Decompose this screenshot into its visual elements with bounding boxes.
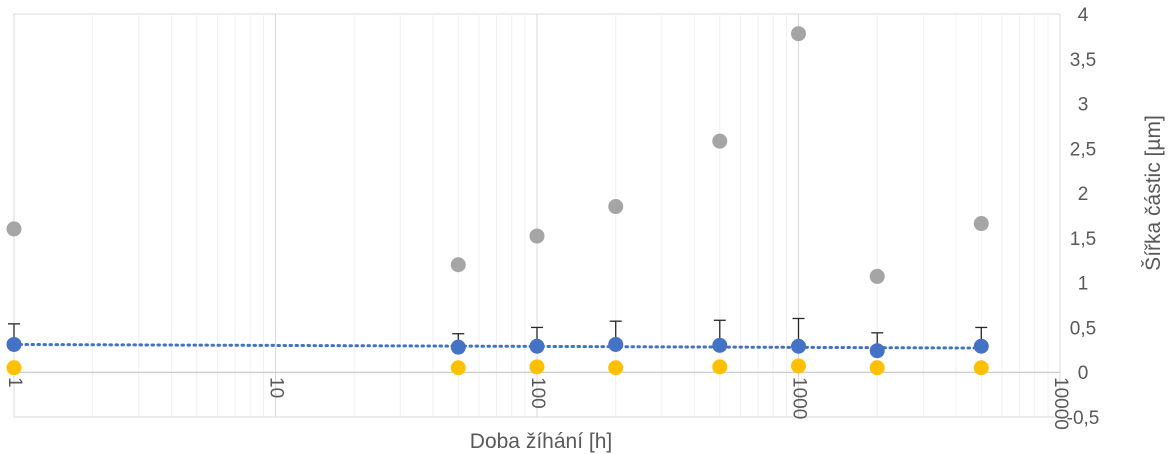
x-tick-label: 1 [4, 377, 25, 388]
maximum-point [608, 199, 624, 215]
x-axis-tick-labels: 1 10 100 1000 10000 [4, 377, 1071, 430]
y-axis-title: Šířka částic [µm] [1142, 115, 1165, 271]
mean-point [450, 339, 466, 355]
x-tick-label: 100 [527, 377, 548, 409]
maximum-point [973, 216, 989, 232]
y-tick-label: 4 [1078, 5, 1089, 26]
data-points [6, 26, 989, 376]
minimum-point [791, 358, 806, 374]
y-tick-label: -0,5 [1067, 408, 1100, 429]
maximum-point [791, 26, 806, 42]
y-tick-label: 2,5 [1070, 139, 1096, 160]
maximum-point [869, 268, 885, 284]
minimum-point [6, 360, 22, 376]
mean-point [973, 338, 989, 354]
mean-point [791, 338, 806, 354]
y-tick-label: 2 [1078, 184, 1089, 205]
x-tick-label: 10 [266, 377, 287, 398]
y-axis-tick-labels: -0,5 0 0,5 1 1,5 2 2,5 3 3,5 4 [1067, 5, 1100, 429]
y-tick-label: 3,5 [1070, 50, 1096, 71]
y-tick-label: 0 [1078, 363, 1089, 384]
mean-point [529, 338, 545, 354]
y-tick-label: 3 [1078, 95, 1089, 116]
maximum-point [529, 228, 545, 244]
minimum-point [869, 360, 885, 376]
mean-point [869, 343, 885, 359]
minimum-point [973, 360, 989, 376]
maximum-point [450, 257, 466, 273]
chart-grid [13, 13, 1061, 418]
trendline-layer [12, 342, 983, 350]
y-tick-label: 1,5 [1070, 229, 1096, 250]
x-tick-label: 1000 [789, 377, 810, 419]
mean-trendline [12, 342, 983, 350]
minimum-point [450, 360, 466, 376]
maximum-point [6, 221, 22, 237]
y-tick-label: 0,5 [1070, 318, 1096, 339]
mean-point [712, 337, 728, 353]
y-tick-label: 1 [1078, 274, 1089, 295]
minimum-point [608, 360, 624, 376]
mean-point [6, 336, 22, 352]
x-tick-label: 10000 [1050, 377, 1071, 430]
error-bars [8, 317, 988, 351]
minimum-point [712, 359, 728, 375]
mean-point [608, 336, 624, 352]
x-axis-title: Doba žíhání [h] [470, 430, 612, 453]
maximum-point [712, 133, 728, 149]
minimum-point [529, 359, 545, 375]
